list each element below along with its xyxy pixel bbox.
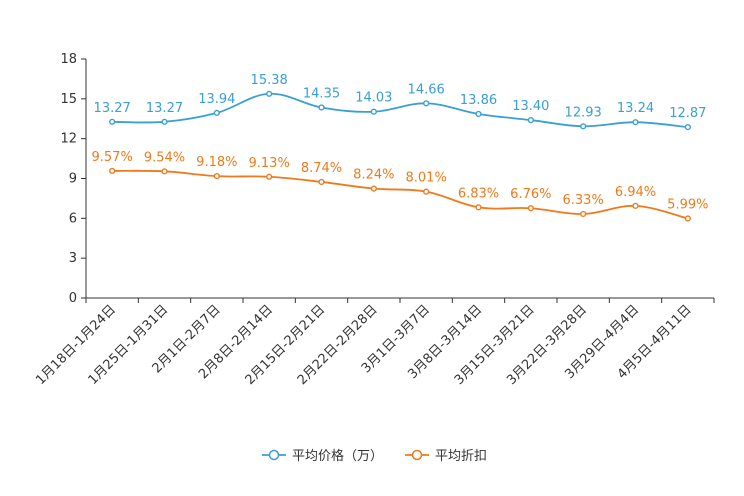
data-label: 6.94% — [615, 185, 656, 200]
data-point — [423, 100, 430, 107]
y-tick-label: 6 — [69, 211, 77, 226]
data-label: 13.27 — [94, 101, 131, 116]
data-point — [684, 215, 691, 222]
data-point — [475, 204, 482, 211]
data-label: 9.57% — [92, 150, 133, 165]
data-label: 6.33% — [563, 193, 604, 208]
data-point — [266, 173, 273, 180]
legend-label: 平均折扣 — [435, 449, 487, 464]
legend-marker — [268, 449, 280, 461]
data-point — [423, 188, 430, 195]
legend-label: 平均价格（万） — [292, 448, 383, 464]
data-point — [370, 108, 377, 115]
data-label: 14.35 — [303, 86, 340, 101]
data-point — [161, 118, 168, 125]
series-1: 13.27 13.27 13.94 15.38 14.35 14.03 14.66 13.86… — [94, 73, 706, 131]
data-point — [527, 116, 534, 124]
y-tick-label: 9 — [69, 172, 77, 187]
legend-item-2[interactable]: 平均折扣 — [405, 449, 487, 464]
y-tick-label: 0 — [69, 291, 77, 306]
data-point — [318, 104, 325, 111]
legend-marker — [411, 449, 423, 461]
data-point — [527, 205, 534, 212]
data-label: 8.24% — [353, 168, 394, 183]
data-point — [580, 123, 587, 130]
legend-item-1[interactable]: 平均价格（万） — [262, 448, 383, 464]
data-label: 8.74% — [301, 161, 342, 176]
y-tick-label: 18 — [60, 52, 77, 67]
data-point — [370, 185, 377, 192]
data-label: 9.18% — [196, 155, 237, 170]
data-label: 5.99% — [667, 197, 708, 212]
y-tick-label: 12 — [60, 132, 77, 147]
data-label: 13.86 — [460, 93, 497, 108]
data-label: 9.54% — [144, 150, 185, 165]
data-point — [213, 173, 220, 180]
data-point — [632, 119, 639, 126]
data-point — [266, 90, 273, 97]
data-point — [109, 118, 116, 125]
data-label: 6.83% — [458, 186, 499, 201]
y-tick-label: 15 — [60, 92, 77, 107]
data-point — [475, 110, 482, 118]
series-line — [112, 92, 688, 129]
data-label: 9.13% — [249, 156, 290, 171]
data-point — [109, 167, 116, 175]
data-point — [161, 168, 168, 175]
data-point — [318, 178, 325, 186]
data-label: 13.24 — [617, 101, 654, 116]
data-label: 12.93 — [565, 105, 602, 120]
data-label: 15.38 — [251, 73, 288, 88]
data-label: 14.03 — [355, 91, 392, 106]
data-label: 13.40 — [512, 99, 549, 114]
series-line — [112, 169, 689, 220]
data-point — [684, 124, 691, 131]
data-label: 12.87 — [669, 106, 706, 121]
data-label: 6.76% — [510, 187, 551, 202]
chart-legend[interactable]: 平均价格（万） 平均折扣 — [262, 448, 487, 464]
data-label: 13.27 — [146, 101, 183, 116]
data-point — [213, 109, 220, 117]
series-layer: 13.27 13.27 13.94 15.38 14.35 14.03 14.66 13.86… — [92, 73, 708, 222]
data-point — [632, 202, 639, 209]
data-label: 8.01% — [406, 171, 447, 186]
data-label: 14.66 — [408, 82, 445, 97]
data-point — [580, 210, 587, 218]
data-label: 13.94 — [198, 92, 235, 107]
series-2: 9.57% 9.54% 9.18% 9.13% 8.74% 8.24% 8.01% 6.83%… — [92, 150, 708, 222]
y-tick-label: 3 — [69, 251, 77, 266]
